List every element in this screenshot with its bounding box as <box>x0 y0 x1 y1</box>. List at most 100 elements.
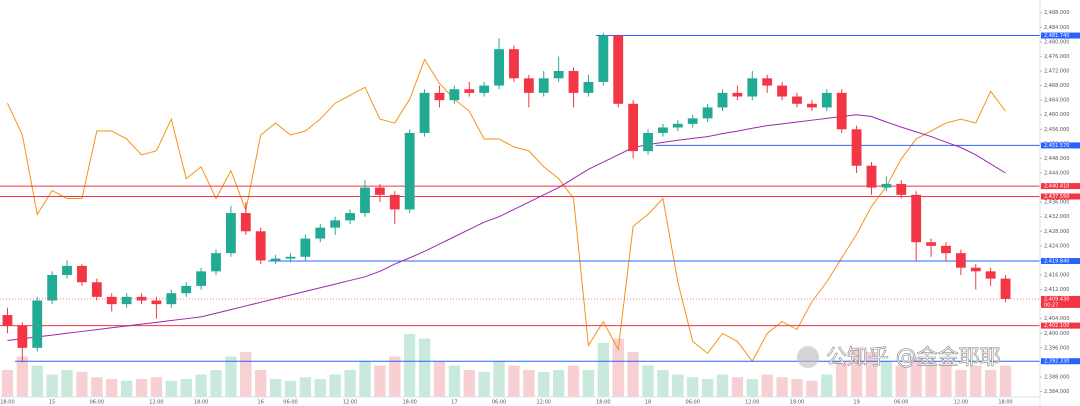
volume-bar <box>791 379 803 397</box>
volume-bar <box>910 356 922 397</box>
last-price-box <box>1041 295 1080 308</box>
y-tick-label: 2,444.000 <box>1044 171 1069 177</box>
candle-body <box>672 123 683 128</box>
volume-bar <box>135 379 148 397</box>
volume-bar <box>493 361 505 397</box>
volume-bar <box>642 365 654 397</box>
volume-bar <box>836 361 848 397</box>
candle-body <box>360 187 370 214</box>
level-label-box <box>1041 142 1080 149</box>
candle-body <box>32 300 43 348</box>
volume-bar <box>106 379 118 397</box>
volume-bar <box>940 365 952 397</box>
level-label: 2,440.410 <box>1044 184 1069 190</box>
y-tick-label: 2,396.000 <box>1044 345 1069 351</box>
volume-bar <box>612 338 624 397</box>
volume-bar <box>344 370 356 397</box>
y-tick-label: 2,424.000 <box>1044 243 1069 249</box>
candle-body <box>345 213 355 221</box>
candle-body <box>747 78 758 97</box>
level-label: 2,437.550 <box>1044 194 1069 200</box>
y-tick-label: 2,488.000 <box>1044 10 1069 16</box>
volume-bar <box>627 352 639 397</box>
x-tick-label: 18:00 <box>998 400 1012 406</box>
level-label: 2,392.330 <box>1044 359 1069 365</box>
volume-bar <box>806 380 818 397</box>
candle-body <box>702 107 713 119</box>
candle-body <box>896 183 907 195</box>
volume-bar <box>46 374 58 397</box>
y-tick-label: 2,404.000 <box>1044 316 1069 322</box>
y-tick-label: 2,484.000 <box>1044 25 1069 31</box>
volume-bar <box>448 365 461 397</box>
volume-layer <box>1 334 1012 397</box>
x-tick-label: 18:00 <box>194 400 208 406</box>
candle-body <box>106 296 117 305</box>
x-tick-label: 19 <box>853 400 859 406</box>
candle-body <box>449 89 460 101</box>
candle-body <box>613 35 624 104</box>
candle-body <box>255 231 266 261</box>
volume-bar <box>880 361 893 397</box>
volume-bar <box>731 377 744 397</box>
volume-bar <box>314 379 326 397</box>
candle-body <box>792 96 802 104</box>
candle-body <box>211 253 221 272</box>
candle-body <box>1000 278 1011 299</box>
volume-bar <box>225 356 237 397</box>
candle-body <box>479 85 490 93</box>
y-tick-label: 2,384.000 <box>1044 389 1069 395</box>
candle-body <box>553 71 564 79</box>
volume-bar <box>508 365 520 397</box>
candle-body <box>181 285 192 294</box>
x-tick-label: 06:00 <box>686 400 700 406</box>
volume-bar <box>582 370 595 397</box>
y-tick-label: 2,436.000 <box>1044 200 1069 206</box>
y-tick-label: 2,456.000 <box>1044 127 1069 133</box>
volume-bar <box>165 380 177 397</box>
y-tick-label: 2,480.000 <box>1044 39 1069 45</box>
level-label: 2,402.100 <box>1044 323 1069 329</box>
y-tick-label: 2,412.000 <box>1044 287 1069 293</box>
volume-bar <box>776 377 788 397</box>
volume-bar <box>240 352 252 397</box>
candle-body <box>315 227 326 239</box>
level-label-box <box>1041 183 1080 190</box>
y-tick-label: 2,468.000 <box>1044 83 1069 89</box>
volume-bar <box>761 374 773 397</box>
x-tick-label: 12:00 <box>745 400 759 406</box>
candle-body <box>62 265 72 275</box>
x-tick-label: 17 <box>451 400 457 406</box>
x-tick-label: 18 <box>645 400 651 406</box>
candle-body <box>628 103 639 152</box>
y-tick-label: 2,428.000 <box>1044 229 1069 235</box>
volume-bar <box>299 377 312 397</box>
volume-bar <box>210 370 222 397</box>
volume-bar <box>150 377 163 397</box>
level-label-box <box>1041 322 1080 329</box>
candle-body <box>270 258 281 261</box>
candle-body <box>121 296 132 305</box>
volume-bar <box>895 365 907 397</box>
candle-body <box>658 127 668 133</box>
volume-bar <box>255 370 267 397</box>
level-label-box <box>1041 32 1080 39</box>
candle-body <box>494 49 504 86</box>
x-tick-label: 06:00 <box>283 400 297 406</box>
candle-body <box>240 213 251 232</box>
y-tick-label: 2,476.000 <box>1044 54 1069 60</box>
candle-body <box>911 194 922 243</box>
x-tick-label: 12:00 <box>343 400 357 406</box>
volume-bar <box>329 374 341 397</box>
volume-bar <box>701 379 714 397</box>
x-tick-label: 15 <box>49 400 55 406</box>
volume-bar <box>850 347 863 397</box>
volume-bar <box>538 371 550 397</box>
y-tick-label: 2,464.000 <box>1044 98 1069 104</box>
candle-body <box>374 187 385 195</box>
last-price-label: 2,409.430 <box>1044 296 1069 302</box>
volume-bar <box>478 371 490 397</box>
volume-bar <box>955 370 967 397</box>
x-tick-label: 12:00 <box>537 400 551 406</box>
